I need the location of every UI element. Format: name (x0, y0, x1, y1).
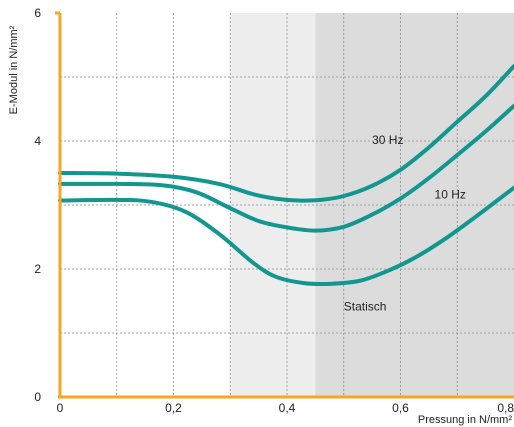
x-tick-label: 0,4 (279, 401, 296, 415)
y-tick-label: 6 (34, 6, 41, 20)
series-labels: 30 Hz 10 Hz Statisch (344, 133, 466, 313)
y-tick-label: 2 (34, 262, 41, 276)
series-line-30-hz (58, 64, 514, 203)
series-line-statisch (58, 185, 514, 287)
series-line-10-hz (58, 103, 514, 233)
x-tick-label: 0,8 (497, 401, 514, 415)
x-axis-label: Pressung in N/mm² (418, 414, 512, 426)
tick-labels: 0 0,2 0,4 0,6 0,8 0 2 4 6 (34, 6, 514, 415)
axes (55, 11, 514, 399)
series-label-30-hz: 30 Hz (372, 133, 403, 147)
x-tick-label: 0,2 (165, 401, 182, 415)
x-tick-label: 0,6 (392, 401, 409, 415)
series-label-statisch: Statisch (344, 300, 387, 314)
grid (60, 13, 514, 397)
y-axis-label: E-Modul in N/mm² (8, 25, 20, 114)
y-tick-label: 0 (34, 390, 41, 404)
series-label-10-hz: 10 Hz (435, 188, 466, 202)
x-tick-label: 0 (57, 401, 64, 415)
series-lines (58, 64, 514, 287)
y-tick-label: 4 (34, 134, 41, 148)
